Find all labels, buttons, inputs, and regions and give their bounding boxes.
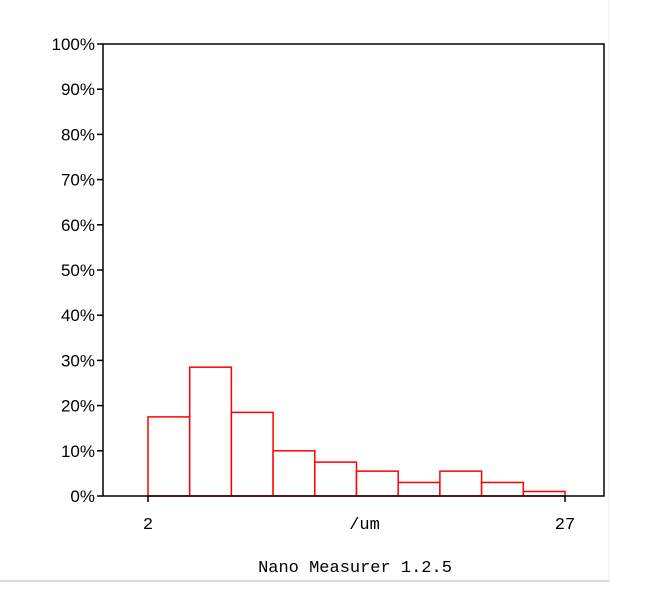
- x-axis: 2/um 27: [143, 496, 575, 535]
- bars-layer: [147, 366, 566, 497]
- y-tick-label: 80%: [61, 125, 95, 144]
- histogram-bar: [147, 416, 191, 497]
- histogram-bar: [480, 481, 525, 497]
- y-tick-label: 0%: [70, 487, 95, 506]
- footer-caption: Nano Measurer 1.2.5: [258, 559, 452, 578]
- y-tick-label: 10%: [61, 442, 95, 461]
- histogram-bar: [397, 481, 441, 497]
- y-axis: 0% 10% 20% 30% 40% 50% 60% 70% 80% 90% 100%: [52, 35, 103, 506]
- histogram-bar: [230, 411, 274, 497]
- histogram-bar: [314, 461, 358, 497]
- histogram-bar: [188, 366, 233, 497]
- y-tick-label: 100%: [52, 35, 95, 54]
- y-tick-label: 30%: [61, 351, 95, 370]
- y-tick-label: 70%: [61, 171, 95, 190]
- histogram-bar: [439, 470, 483, 497]
- y-tick-label: 40%: [61, 306, 95, 325]
- x-tick-label: 27: [555, 516, 575, 535]
- x-axis-unit-label: /um: [349, 516, 380, 535]
- y-tick-label: 90%: [61, 80, 95, 99]
- y-tick-label: 60%: [61, 216, 95, 235]
- histogram-bar: [272, 450, 316, 497]
- y-tick-label: 50%: [61, 261, 95, 280]
- histogram-bar: [355, 470, 399, 497]
- x-tick-label: 2: [143, 516, 153, 535]
- y-tick-label: 20%: [61, 397, 95, 416]
